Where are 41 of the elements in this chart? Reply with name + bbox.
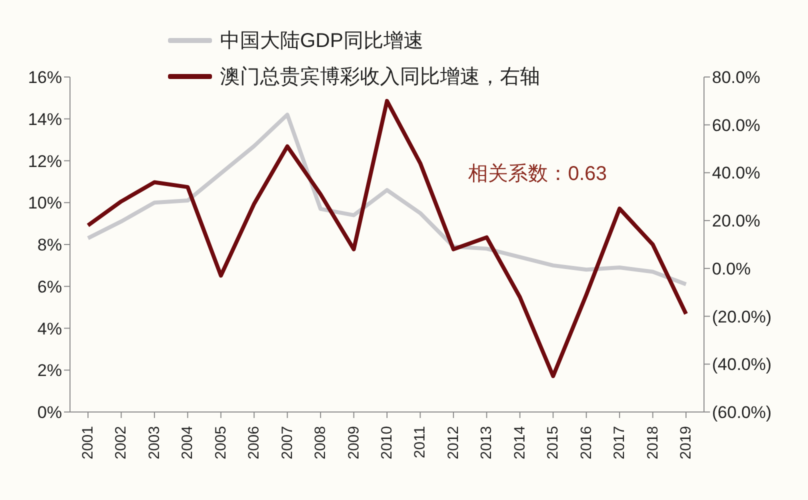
x-tick-label: 2002 (112, 426, 130, 460)
x-tick-label: 2007 (278, 426, 296, 460)
x-tick-label: 2011 (412, 426, 429, 458)
line-series (86, 98, 688, 378)
y-tick-label: 4% (37, 319, 62, 338)
y-tick-label: 0% (37, 403, 62, 422)
y2-tick-label: 80.0% (712, 68, 760, 88)
x-tick-label: 2004 (179, 426, 196, 460)
y-tick-label: 12% (28, 152, 62, 171)
y-tick-label: 16% (28, 68, 62, 88)
x-tick-label: 2003 (146, 426, 163, 460)
y-tick-label: 6% (37, 277, 62, 296)
y2-tick-label: (60.0%) (712, 403, 772, 422)
y-tick-label: 14% (28, 110, 62, 129)
x-tick-label: 2008 (312, 426, 330, 460)
legend-label: 澳门总贵宾博彩收入同比增速，右轴 (220, 64, 540, 90)
x-tick-label: 2013 (478, 426, 496, 460)
x-tick-label: 2001 (80, 426, 96, 460)
annotation: 相关系数：0.63 (468, 162, 607, 187)
line-series (86, 112, 688, 286)
x-tick-label: 2017 (611, 426, 628, 460)
y-tick-label: 10% (28, 194, 62, 213)
y2-tick-label: 40.0% (712, 164, 760, 183)
x-tick-label: 2015 (544, 426, 562, 460)
y-tick-label: 8% (37, 236, 62, 255)
y2-tick-label: 60.0% (712, 116, 760, 135)
y2-tick-label: (20.0%) (712, 307, 772, 326)
legend-label: 中国大陆GDP同比增速 (220, 28, 424, 54)
x-tick-label: 2019 (678, 426, 694, 460)
x-tick-label: 2010 (378, 426, 396, 460)
x-tick-label: 2018 (644, 426, 662, 460)
x-tick-label: 2016 (578, 426, 595, 460)
x-tick-label: 2009 (345, 426, 362, 460)
y-tick-label: 2% (37, 361, 62, 380)
y2-tick-label: 20.0% (712, 212, 760, 231)
x-tick-label: 2006 (246, 426, 263, 460)
y2-tick-label: (40.0%) (712, 355, 772, 374)
y2-tick-label: 0.0% (712, 259, 751, 278)
x-tick-label: 2014 (511, 426, 528, 460)
x-tick-label: 2012 (444, 426, 462, 460)
x-tick-label: 2005 (212, 426, 230, 460)
